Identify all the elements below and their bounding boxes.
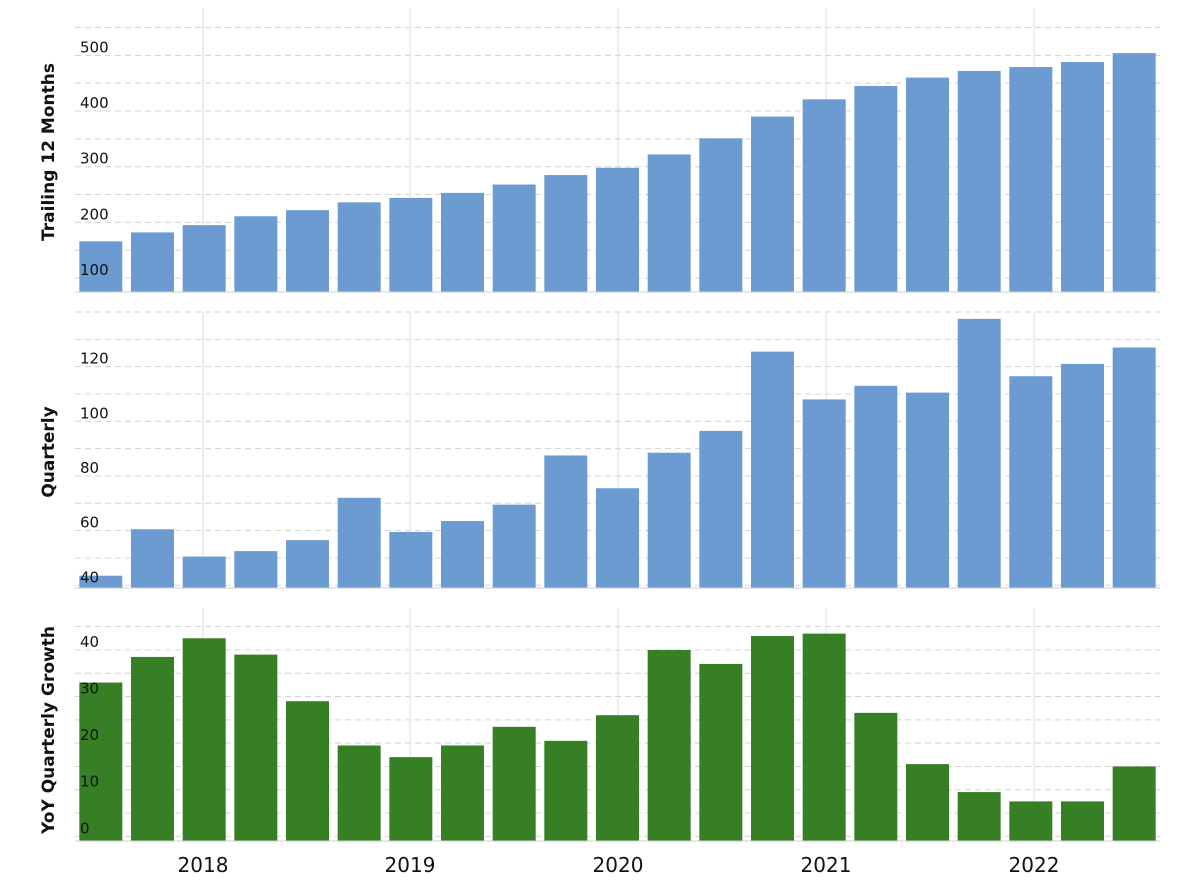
bar — [79, 241, 123, 292]
bar — [492, 726, 536, 841]
y-tick-label: 300 — [80, 150, 109, 168]
bar — [1009, 67, 1053, 292]
bar — [647, 649, 691, 841]
bar — [854, 712, 898, 841]
y-tick-label: 100 — [80, 404, 109, 422]
bar — [79, 682, 123, 841]
y-tick-label: 30 — [80, 680, 99, 698]
y-tick-label: 40 — [80, 633, 99, 651]
panel-title: Trailing 12 Months — [39, 63, 59, 241]
bar — [596, 488, 639, 588]
bar — [544, 455, 588, 588]
bar — [492, 504, 536, 588]
bar — [441, 745, 484, 841]
bar — [234, 654, 278, 841]
bar — [957, 792, 1001, 841]
y-tick-label: 80 — [80, 459, 99, 477]
bar — [131, 529, 174, 588]
x-tick-label: 2021 — [801, 853, 852, 877]
bar — [182, 556, 226, 588]
y-tick-label: 400 — [80, 94, 109, 112]
bar — [854, 385, 898, 588]
bar — [802, 99, 846, 292]
bar — [131, 232, 174, 292]
bar — [751, 116, 794, 293]
bar — [1061, 62, 1104, 292]
panel-title: YoY Quarterly Growth — [39, 626, 59, 835]
y-tick-label: 60 — [80, 514, 99, 532]
bar — [389, 531, 433, 588]
y-tick-label: 100 — [80, 261, 109, 279]
y-tick-label: 0 — [80, 819, 90, 837]
bar — [1112, 766, 1156, 841]
bar — [492, 184, 536, 292]
bar — [596, 167, 639, 292]
bar — [751, 351, 794, 588]
y-tick-label: 500 — [80, 38, 109, 56]
bar — [286, 701, 329, 841]
bar — [286, 540, 329, 588]
bar — [1112, 347, 1156, 588]
y-tick-label: 120 — [80, 350, 109, 368]
bar — [1009, 376, 1053, 588]
bar — [182, 638, 226, 841]
x-tick-label: 2020 — [593, 853, 644, 877]
bar — [906, 764, 949, 841]
y-tick-label: 200 — [80, 205, 109, 223]
bar — [1061, 801, 1104, 841]
bar — [906, 77, 949, 292]
bar — [802, 633, 846, 841]
bar — [647, 452, 691, 588]
y-tick-label: 40 — [80, 568, 99, 586]
bar — [441, 521, 484, 588]
bar — [286, 210, 329, 292]
bar — [441, 192, 484, 292]
bar — [337, 745, 381, 841]
y-tick-label: 20 — [80, 726, 99, 744]
bar — [647, 154, 691, 292]
bar — [337, 202, 381, 292]
bar — [957, 70, 1001, 292]
bar — [337, 497, 381, 588]
x-tick-label: 2019 — [385, 853, 436, 877]
bar — [131, 656, 174, 841]
bar — [957, 318, 1001, 588]
bar — [389, 197, 433, 292]
x-tick-label: 2022 — [1009, 853, 1060, 877]
bar — [699, 663, 743, 841]
bar — [854, 85, 898, 292]
bar — [544, 175, 588, 292]
bar — [699, 430, 743, 588]
x-tick-label: 2018 — [178, 853, 229, 877]
bar — [596, 715, 639, 841]
y-tick-label: 10 — [80, 773, 99, 791]
bar — [234, 216, 278, 292]
bar — [1061, 363, 1104, 588]
bar — [234, 551, 278, 588]
bar — [79, 575, 123, 588]
bar — [699, 138, 743, 292]
panel-title: Quarterly — [39, 406, 59, 497]
bar — [544, 740, 588, 841]
bar — [1009, 801, 1053, 841]
bar — [1112, 53, 1156, 292]
bar — [906, 392, 949, 588]
bar — [751, 635, 794, 841]
bar — [182, 225, 226, 292]
bar — [389, 757, 433, 841]
bar — [802, 399, 846, 588]
